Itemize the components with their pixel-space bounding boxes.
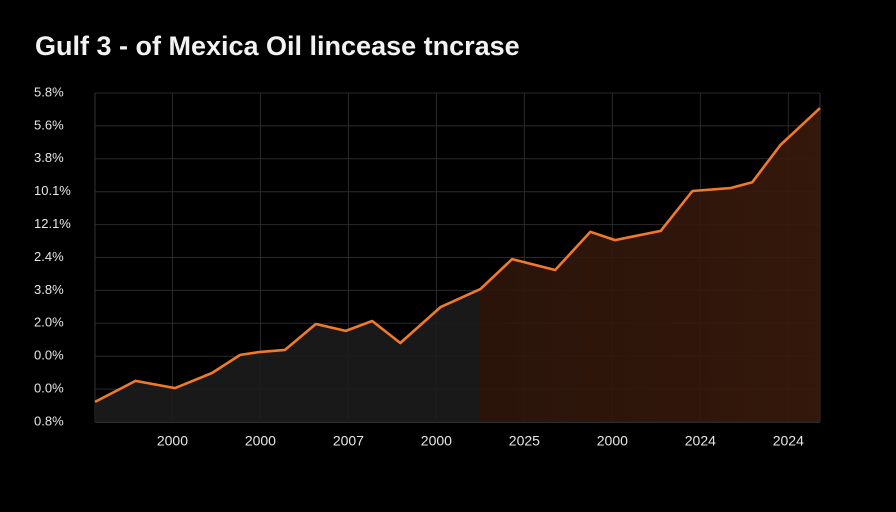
y-tick-label: 0.0% <box>34 381 64 396</box>
y-tick-label: 12.1% <box>34 216 71 231</box>
area <box>95 108 820 422</box>
y-tick-label: 0.8% <box>34 413 64 428</box>
x-tick-label: 2000 <box>157 433 188 449</box>
chart-title: Gulf 3 - of Mexica Oil lincease tncrase <box>35 31 520 61</box>
x-tick-label: 2000 <box>597 433 628 449</box>
y-tick-label: 3.8% <box>34 150 64 165</box>
y-tick-label: 5.8% <box>34 84 64 99</box>
line <box>94 107 821 404</box>
x-tick-label: 2025 <box>509 433 540 449</box>
y-tick-label: 10.1% <box>34 183 71 198</box>
x-tick-label: 2000 <box>245 433 276 449</box>
x-tick-label: 2000 <box>421 433 452 449</box>
x-tick-label: 2024 <box>685 433 716 449</box>
y-tick-label: 3.8% <box>34 282 64 297</box>
y-tick-label: 5.6% <box>34 117 64 132</box>
x-tick-label: 2007 <box>333 433 364 449</box>
y-tick-label: 2.4% <box>34 249 64 264</box>
plot <box>94 107 821 422</box>
y-tick-label: 0.0% <box>34 348 64 363</box>
x-tick-label: 2024 <box>773 433 804 449</box>
y-tick-label: 2.0% <box>34 315 64 330</box>
